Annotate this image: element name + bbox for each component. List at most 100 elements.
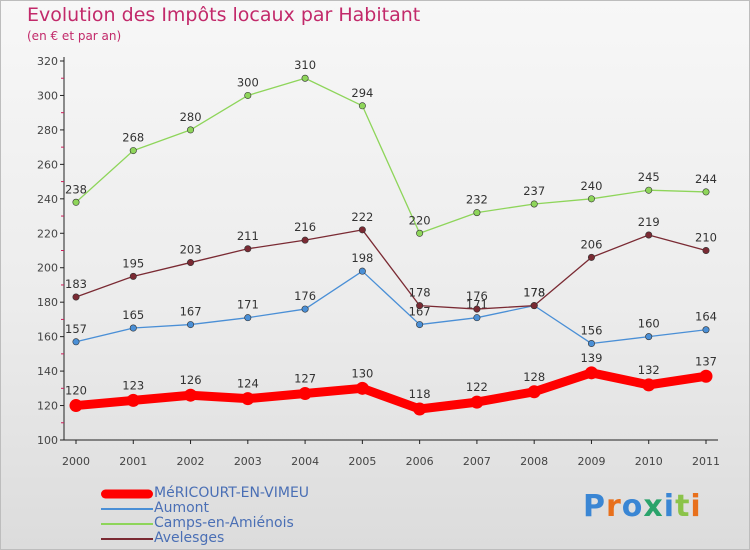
legend-item: Camps-en-Amiénois bbox=[101, 516, 401, 531]
legend-swatch bbox=[101, 489, 153, 498]
chart-title: Evolution des Impôts locaux par Habitant bbox=[27, 4, 421, 26]
data-point bbox=[187, 126, 195, 134]
data-label: 245 bbox=[638, 170, 660, 184]
data-point bbox=[244, 91, 252, 99]
data-label: 164 bbox=[695, 310, 717, 324]
data-label: 167 bbox=[180, 305, 202, 319]
data-point bbox=[301, 74, 309, 82]
y-tick-label: 140 bbox=[37, 365, 58, 378]
data-label: 216 bbox=[294, 220, 316, 234]
y-tick-label: 200 bbox=[37, 262, 58, 275]
legend-label: Aumont bbox=[154, 500, 210, 516]
series-line bbox=[71, 368, 711, 414]
logo-letter: i bbox=[663, 489, 676, 524]
data-label: 268 bbox=[122, 131, 144, 145]
y-tick-label: 280 bbox=[37, 124, 58, 137]
data-point bbox=[702, 188, 710, 196]
data-label: 310 bbox=[294, 58, 316, 72]
x-tick-label: 2009 bbox=[577, 455, 605, 468]
x-tick-label: 2004 bbox=[291, 455, 319, 468]
logo-letter: r bbox=[606, 489, 622, 524]
data-label: 176 bbox=[294, 289, 316, 303]
legend-swatch bbox=[101, 522, 153, 525]
legend-label: Camps-en-Amiénois bbox=[154, 515, 294, 531]
data-label: 240 bbox=[580, 179, 602, 193]
logo-letter: x bbox=[643, 489, 664, 524]
legend-item: Avelesges bbox=[101, 531, 401, 546]
data-point bbox=[129, 324, 137, 332]
data-label: 210 bbox=[695, 231, 717, 245]
data-point bbox=[184, 388, 198, 402]
data-label: 238 bbox=[65, 182, 87, 196]
series-line bbox=[75, 229, 707, 310]
data-label: 130 bbox=[351, 366, 373, 380]
data-label: 124 bbox=[237, 377, 259, 391]
data-label: 219 bbox=[638, 215, 660, 229]
y-tick-label: 320 bbox=[37, 55, 58, 68]
data-point bbox=[241, 392, 255, 406]
data-label: 178 bbox=[523, 286, 545, 300]
legend-swatch bbox=[101, 537, 153, 540]
x-tick-label: 2001 bbox=[119, 455, 147, 468]
x-tick-label: 2003 bbox=[234, 455, 262, 468]
data-point bbox=[470, 395, 484, 409]
legend-swatch bbox=[101, 507, 153, 510]
data-point bbox=[358, 226, 366, 234]
data-point bbox=[355, 381, 369, 395]
logo-letter: P bbox=[583, 489, 606, 524]
data-point bbox=[416, 302, 424, 310]
series-line bbox=[75, 77, 707, 234]
data-label: 122 bbox=[466, 380, 488, 394]
data-point bbox=[473, 305, 481, 313]
legend-item: MéRICOURT-EN-VIMEU bbox=[101, 486, 401, 501]
data-label: 157 bbox=[65, 322, 87, 336]
y-tick-label: 120 bbox=[37, 400, 58, 413]
data-point bbox=[530, 200, 538, 208]
data-point bbox=[587, 195, 595, 203]
data-point bbox=[301, 236, 309, 244]
x-tick-label: 2002 bbox=[177, 455, 205, 468]
series-line bbox=[75, 270, 707, 345]
x-tick-label: 2000 bbox=[62, 455, 90, 468]
data-point bbox=[584, 366, 598, 380]
data-label: 132 bbox=[638, 363, 660, 377]
data-point bbox=[129, 272, 137, 280]
data-point bbox=[244, 245, 252, 253]
logo-letter: i bbox=[690, 489, 702, 524]
data-point bbox=[187, 321, 195, 329]
data-label: 160 bbox=[638, 317, 660, 331]
data-point bbox=[244, 314, 252, 322]
data-point bbox=[587, 340, 595, 348]
data-label: 195 bbox=[122, 256, 144, 270]
y-tick-label: 220 bbox=[37, 227, 58, 240]
data-label: 118 bbox=[409, 387, 431, 401]
data-point bbox=[69, 399, 83, 413]
data-label: 176 bbox=[466, 289, 488, 303]
y-tick-label: 160 bbox=[37, 331, 58, 344]
data-label: 120 bbox=[65, 384, 87, 398]
data-point bbox=[702, 247, 710, 255]
data-point bbox=[645, 231, 653, 239]
data-point bbox=[473, 209, 481, 217]
data-label: 211 bbox=[237, 229, 259, 243]
data-label: 294 bbox=[351, 86, 373, 100]
legend-label: Avelesges bbox=[154, 530, 225, 546]
data-label: 137 bbox=[695, 354, 717, 368]
data-point bbox=[187, 259, 195, 267]
data-label: 139 bbox=[580, 351, 602, 365]
data-label: 126 bbox=[180, 373, 202, 387]
data-point bbox=[298, 386, 312, 400]
data-point bbox=[126, 393, 140, 407]
data-point bbox=[301, 305, 309, 313]
x-tick-label: 2011 bbox=[692, 455, 720, 468]
data-point bbox=[72, 338, 80, 346]
data-label: 128 bbox=[523, 370, 545, 384]
y-tick-label: 300 bbox=[37, 89, 58, 102]
data-point bbox=[645, 333, 653, 341]
legend-item: Aumont bbox=[101, 501, 401, 516]
data-point bbox=[530, 302, 538, 310]
data-point bbox=[416, 321, 424, 329]
data-label: 222 bbox=[351, 210, 373, 224]
data-label: 203 bbox=[180, 243, 202, 257]
